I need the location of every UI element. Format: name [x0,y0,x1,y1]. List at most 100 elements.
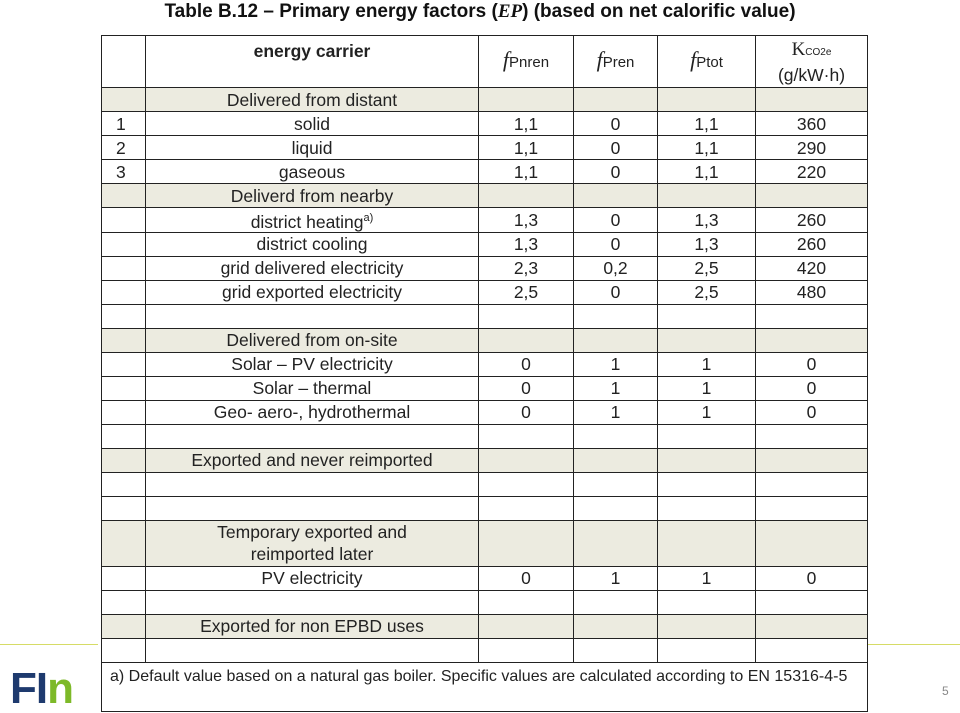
cell-pren [573,327,658,353]
value-f-ptot: 1 [657,351,756,377]
value-k-co2e: 420 [755,255,868,281]
value-f-pnren: 2,5 [478,279,574,305]
value-k-co2e: 0 [755,565,868,591]
table-row: 3 gaseous 1,1 0 1,1 220 [101,159,868,184]
value-f-pnren: 1,1 [478,135,574,160]
value-f-pnren: 0 [478,565,574,591]
value-k-co2e: 220 [755,159,868,184]
table-row: district heatinga) 1,3 0 1,3 260 [101,207,868,233]
cell-k [755,447,868,473]
blank-cell [755,637,868,663]
row-num-cell [101,447,146,473]
energy-carrier-label: liquid [145,135,479,160]
value-f-ptot: 1,3 [657,231,756,257]
energy-carrier-text: district cooling [256,234,368,255]
title-symbol: EP [497,1,523,22]
header-f-pren-symbol: f [596,47,603,72]
value-f-pren: 0,2 [573,255,658,281]
value-f-pren: 0 [573,135,658,160]
cell-ptot [657,183,756,208]
logo-part-2: n [47,664,74,713]
blank-cell [657,423,756,449]
cell-pren [573,87,658,112]
value-k-co2e: 260 [755,207,868,233]
header-k-co2e: KCO2e (g/kW·h) [755,35,868,88]
blank-cell [145,471,479,497]
value-f-ptot: 1,1 [657,135,756,160]
cell-ptot [657,519,756,567]
blank-row [101,637,868,663]
cell-pnren [478,613,574,639]
energy-carrier-label: Solar – PV electricity [145,351,479,377]
value-f-ptot: 1 [657,565,756,591]
energy-carrier-text: solid [294,113,330,134]
value-f-pren: 0 [573,231,658,257]
row-num-cell [101,613,146,639]
blank-cell [755,471,868,497]
value-f-pnren: 0 [478,399,574,425]
header-row: energy carrier fPnren fPren fPtot KCO2e(… [101,35,868,88]
row-number [101,207,146,233]
blank-cell [573,471,658,497]
table-row: Solar – thermal 0 1 1 0 [101,375,868,401]
header-f-pnren-symbol: f [502,47,510,72]
header-num-cell [101,35,146,88]
blank-cell [145,637,479,663]
row-num-cell [101,327,146,353]
value-f-pnren: 1,1 [478,159,574,184]
cell-pnren [478,327,574,353]
cell-pnren [478,87,574,112]
blank-cell [145,423,479,449]
energy-carrier-label: PV electricity [145,565,479,591]
energy-carrier-label: solid [145,111,479,136]
value-k-co2e: 290 [755,135,868,160]
blank-row [101,303,868,329]
energy-carrier-text: Solar – thermal [252,378,372,399]
row-number [101,565,146,591]
row-number [101,279,146,305]
blank-cell [478,589,574,615]
fin-logo: FIn [10,667,74,711]
blank-cell [657,495,756,521]
accent-line-right [868,644,960,645]
cell-ptot [657,87,756,112]
blank-row [101,495,868,521]
section-label: Temporary exported and reimported later [145,519,479,567]
blank-cell [101,423,146,449]
table-row: district cooling 1,3 0 1,3 260 [101,231,868,257]
cell-pnren [478,519,574,567]
row-num-cell [101,183,146,208]
energy-carrier-label: grid exported electricity [145,279,479,305]
table-row: PV electricity 0 1 1 0 [101,565,868,591]
section-label: Exported and never reimported [145,447,479,473]
header-k-symbol: K [791,38,806,60]
energy-carrier-label: gaseous [145,159,479,184]
cell-pren [573,613,658,639]
blank-row [101,471,868,497]
accent-line-left [0,644,98,645]
value-f-ptot: 1,3 [657,207,756,233]
blank-cell [101,495,146,521]
blank-cell [478,303,574,329]
row-number: 1 [101,111,146,136]
section-row: Delivered from distant [101,87,868,112]
value-f-pnren: 1,3 [478,231,574,257]
energy-carrier-text: grid delivered electricity [220,258,404,279]
blank-cell [573,423,658,449]
value-f-pnren: 2,3 [478,255,574,281]
section-row: Temporary exported and reimported later [101,519,868,567]
value-f-ptot: 2,5 [657,255,756,281]
blank-cell [478,637,574,663]
header-k-unit: (g/kW·h) [777,64,846,85]
blank-cell [657,471,756,497]
value-f-pren: 0 [573,207,658,233]
table-row: Geo- aero-, hydrothermal 0 1 1 0 [101,399,868,425]
value-k-co2e: 360 [755,111,868,136]
cell-k [755,519,868,567]
blank-cell [101,471,146,497]
row-number [101,231,146,257]
section-label-line-1: Temporary exported and [217,522,407,543]
value-k-co2e: 480 [755,279,868,305]
cell-pren [573,447,658,473]
energy-carrier-label: grid delivered electricity [145,255,479,281]
